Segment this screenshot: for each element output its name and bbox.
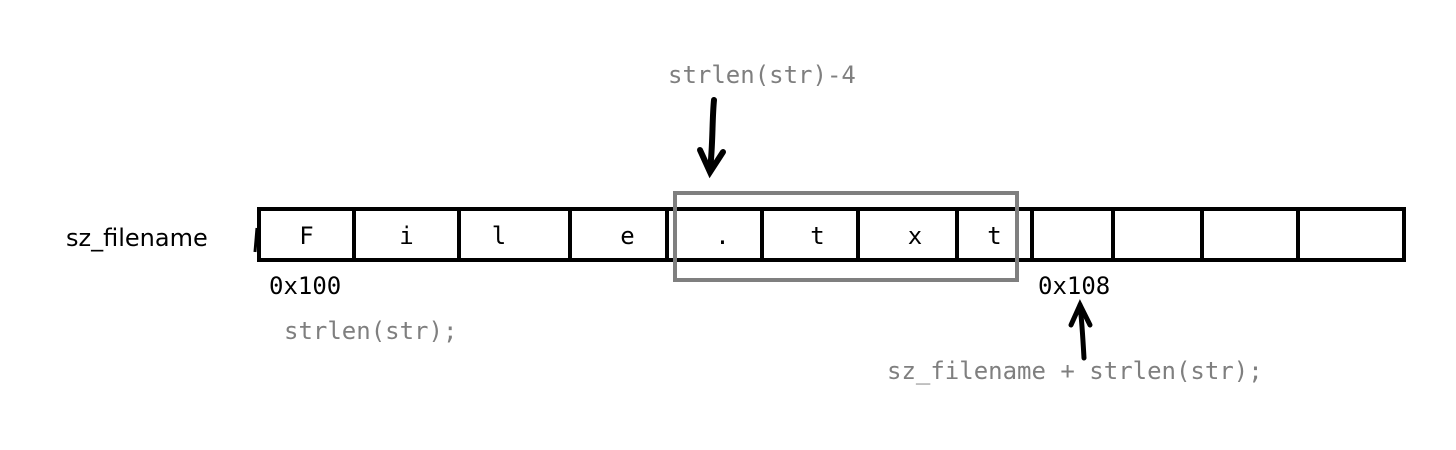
array-cell: i: [399, 222, 414, 250]
top-annotation: strlen(str)-4: [668, 61, 856, 89]
array-outline: [257, 207, 1406, 262]
bottom-annotation: sz_filename + strlen(str);: [887, 357, 1263, 385]
array-name-label: sz_filename: [66, 224, 208, 252]
array-cell: e: [620, 222, 635, 250]
array-cell: x: [907, 222, 923, 250]
array-cell: t: [987, 222, 1002, 250]
array-cell: l: [491, 222, 507, 250]
array-cell: t: [810, 222, 825, 250]
extension-highlight-box: [673, 191, 1019, 282]
cell-dividers: [352, 209, 1300, 262]
up-arrow-icon: [1068, 299, 1093, 361]
left-annotation: strlen(str);: [284, 317, 458, 345]
start-address: 0x100: [269, 272, 342, 300]
array-cell: F: [299, 222, 314, 250]
down-arrow-icon: [697, 97, 726, 179]
array-cell: .: [715, 222, 730, 250]
end-address: 0x108: [1038, 272, 1111, 300]
